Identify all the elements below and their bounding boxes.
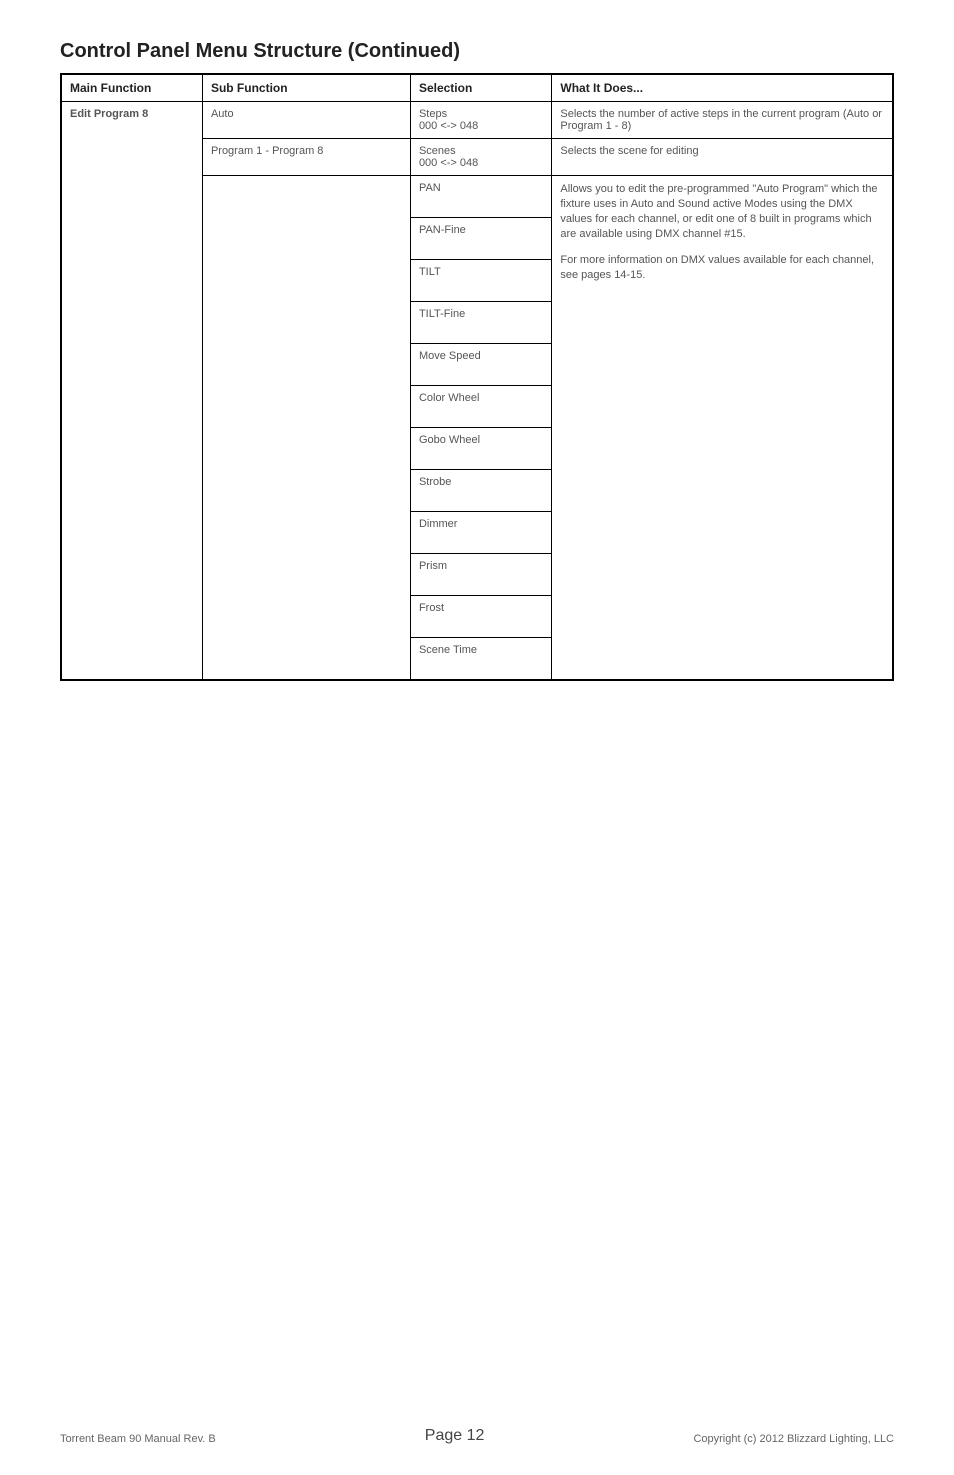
- footer-left: Torrent Beam 90 Manual Rev. B: [60, 1433, 216, 1445]
- cell-selection: TILT-Fine: [410, 302, 551, 344]
- cell-description: Selects the number of active steps in th…: [552, 102, 893, 139]
- table-row: Edit Program 8 Auto Steps 000 <-> 048 Se…: [61, 102, 893, 139]
- cell-selection: Scene Time: [410, 638, 551, 680]
- footer-page-number: Page 12: [216, 1427, 694, 1445]
- description-wrapper: Allows you to edit the pre-programmed "A…: [560, 182, 884, 283]
- cell-main-function: Edit Program 8: [61, 102, 202, 680]
- description-paragraph: For more information on DMX values avail…: [560, 253, 884, 283]
- header-selection: Selection: [410, 74, 551, 102]
- header-main-function: Main Function: [61, 74, 202, 102]
- cell-selection: Frost: [410, 596, 551, 638]
- cell-selection: PAN-Fine: [410, 218, 551, 260]
- cell-selection: Steps 000 <-> 048: [410, 102, 551, 139]
- cell-sub-function-empty: [202, 176, 410, 680]
- cell-description-merged: Allows you to edit the pre-programmed "A…: [552, 176, 893, 680]
- cell-selection: PAN: [410, 176, 551, 218]
- page-footer: Torrent Beam 90 Manual Rev. B Page 12 Co…: [60, 1427, 894, 1445]
- description-paragraph: Allows you to edit the pre-programmed "A…: [560, 182, 884, 241]
- footer-right: Copyright (c) 2012 Blizzard Lighting, LL…: [693, 1433, 894, 1445]
- cell-selection: Gobo Wheel: [410, 428, 551, 470]
- cell-selection: TILT: [410, 260, 551, 302]
- page-title: Control Panel Menu Structure (Continued): [60, 40, 894, 63]
- page-content: Control Panel Menu Structure (Continued)…: [0, 0, 954, 681]
- cell-sub-function: Auto: [202, 102, 410, 139]
- header-sub-function: Sub Function: [202, 74, 410, 102]
- table-header-row: Main Function Sub Function Selection Wha…: [61, 74, 893, 102]
- menu-table: Main Function Sub Function Selection Wha…: [60, 73, 894, 681]
- cell-selection: Move Speed: [410, 344, 551, 386]
- cell-description: Selects the scene for editing: [552, 139, 893, 176]
- cell-selection: Scenes 000 <-> 048: [410, 139, 551, 176]
- cell-selection: Color Wheel: [410, 386, 551, 428]
- cell-sub-function: Program 1 - Program 8: [202, 139, 410, 176]
- cell-selection: Strobe: [410, 470, 551, 512]
- cell-selection: Dimmer: [410, 512, 551, 554]
- cell-selection: Prism: [410, 554, 551, 596]
- header-what-it-does: What It Does...: [552, 74, 893, 102]
